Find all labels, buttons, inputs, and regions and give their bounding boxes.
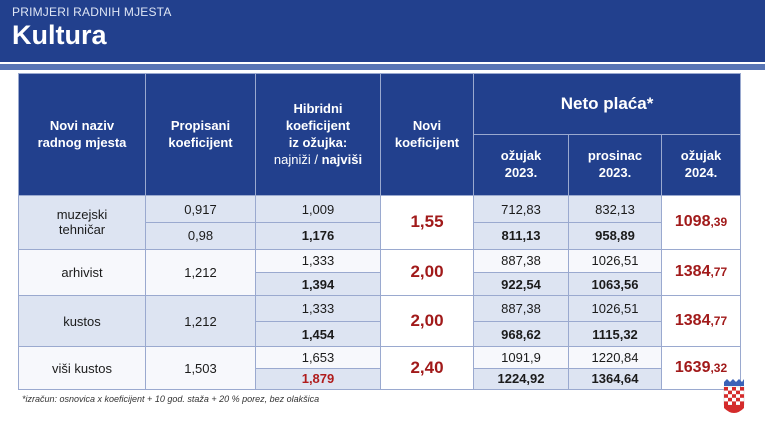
- row-hybrid-min: 1,009: [255, 195, 381, 223]
- row-mar-2024-int: 1098: [674, 213, 711, 231]
- row-hybrid-min: 1,653: [255, 346, 381, 369]
- col-header-hybrid-min: najniži /: [273, 151, 318, 167]
- page-title: Kultura: [12, 20, 107, 50]
- col-header-prescribed-line1: Propisani: [170, 117, 231, 133]
- row-name-line2: tehničar: [58, 222, 106, 238]
- table-row: 1,879 1224,92 1364,64: [19, 367, 741, 391]
- row-dec-2023-max: 1115,32: [568, 320, 662, 348]
- row-name: kustos: [18, 295, 146, 348]
- col-header-prescribed-line2: koeficijent: [168, 134, 233, 150]
- row-mar-2024-dec: ,39: [710, 215, 728, 230]
- table-row: kustos 1,212 1,333 2,00 887,38 1026,51 1…: [18, 295, 742, 348]
- table-row: arhivist 1,212 1,333 2,00 887,38 1026,51…: [18, 248, 742, 297]
- row-mar-2023-max: 811,13: [473, 221, 569, 250]
- row-hybrid-max: 1,454: [255, 320, 381, 348]
- row-name: muzejski tehničar: [18, 195, 146, 250]
- col-header-mar-2024: ožujak 2024.: [660, 133, 742, 197]
- row-mar-2024-dec: ,77: [710, 265, 728, 280]
- row-mar-2023-max: 922,54: [473, 271, 569, 297]
- row-prescribed: 0,917: [145, 195, 256, 223]
- row-mar-2024: 1384,77: [660, 295, 742, 348]
- row-hybrid-min: 1,333: [255, 295, 381, 322]
- row-mar-2024-dec: ,32: [710, 361, 728, 376]
- row-mar-2024: 1384,77: [660, 248, 742, 297]
- col-header-mar-2024-month: ožujak: [680, 148, 722, 164]
- table-row: viši kustos 1,503 1,653 2,40 1091,9 1220…: [18, 346, 742, 390]
- row-prescribed: 1,503: [145, 346, 256, 390]
- row-hybrid-max: 1,394: [255, 271, 381, 297]
- col-header-hybrid-line1: Hibridni: [293, 100, 343, 116]
- col-header-name-line1: Novi naziv: [49, 117, 115, 133]
- croatian-coat-of-arms-icon: [723, 379, 745, 413]
- col-header-mar-2024-year: 2024.: [684, 164, 718, 180]
- row-hybrid-max: 1,176: [255, 221, 381, 250]
- col-header-hybrid: Hibridni koeficijent iz ožujka: najniži …: [255, 72, 381, 197]
- col-header-prescribed: Propisani koeficijent: [145, 72, 256, 197]
- row-mar-2023-min: 887,38: [473, 295, 569, 322]
- row-prescribed: 1,212: [145, 295, 256, 348]
- row-mar-2023-max: 968,62: [473, 320, 569, 348]
- footnote: *izračun: osnovica x koeficijent + 10 go…: [22, 394, 320, 404]
- table-row: 0,98 1,176 811,13 958,89: [19, 221, 741, 250]
- supertitle: PRIMJERI RADNIH MJESTA: [12, 5, 172, 19]
- row-mar-2023-min: 887,38: [473, 248, 569, 273]
- col-header-new-line1: Novi: [412, 117, 442, 133]
- row-dec-2023-min: 1220,84: [568, 346, 662, 369]
- col-header-new: Novi koeficijent: [380, 72, 474, 197]
- col-header-new-line2: koeficijent: [394, 134, 460, 150]
- col-header-dec-2023: prosinac 2023.: [568, 133, 662, 197]
- col-header-mar-2023-year: 2023.: [504, 164, 538, 180]
- row-dec-2023-max: 1364,64: [568, 367, 662, 391]
- row-mar-2024-int: 1384: [674, 312, 711, 330]
- row-dec-2023-min: 832,13: [568, 195, 662, 223]
- row-hybrid-max: 1,879: [255, 367, 381, 391]
- header-divider: [0, 64, 765, 70]
- row-mar-2024-int: 1384: [674, 263, 711, 281]
- row-new-coef: 2,40: [380, 346, 474, 390]
- col-header-name: Novi naziv radnog mjesta: [18, 72, 146, 197]
- row-new-coef: 2,00: [380, 295, 474, 348]
- row-dec-2023-min: 1026,51: [568, 295, 662, 322]
- row-mar-2023-min: 1091,9: [473, 346, 569, 369]
- table-row: 1,394 922,54 1063,56: [19, 271, 741, 297]
- row-name: arhivist: [18, 248, 146, 297]
- row-name: viši kustos: [18, 346, 146, 390]
- row-new-coef: 1,55: [380, 195, 474, 250]
- row-name-line1: muzejski: [56, 207, 108, 223]
- table-row: 1,454 968,62 1115,32: [19, 320, 741, 348]
- col-header-dec-2023-month: prosinac: [587, 148, 643, 164]
- row-mar-2024-dec: ,77: [710, 314, 728, 329]
- row-new-coef: 2,00: [380, 248, 474, 297]
- row-mar-2024-int: 1639: [674, 359, 711, 377]
- col-header-hybrid-max: najviši: [321, 151, 363, 167]
- row-dec-2023-max: 958,89: [568, 221, 662, 250]
- row-hybrid-min: 1,333: [255, 248, 381, 273]
- salary-table: Novi naziv radnog mjesta Propisani koefi…: [18, 72, 742, 391]
- row-dec-2023-max: 1063,56: [568, 271, 662, 297]
- row-mar-2024: 1098,39: [660, 195, 742, 250]
- table-row: muzejski tehničar 0,917 1,009 1,55 712,8…: [18, 195, 742, 250]
- col-header-dec-2023-year: 2023.: [598, 164, 632, 180]
- row-prescribed: 1,212: [145, 248, 256, 297]
- col-header-name-line2: radnog mjesta: [37, 134, 127, 150]
- col-header-mar-2023-month: ožujak: [500, 148, 542, 164]
- row-dec-2023-min: 1026,51: [568, 248, 662, 273]
- col-header-net-pay: Neto plaća*: [472, 73, 742, 135]
- col-header-mar-2023: ožujak 2023.: [473, 133, 569, 197]
- header-band: PRIMJERI RADNIH MJESTA Kultura: [0, 0, 765, 62]
- row-prescribed-2: 0,98: [145, 221, 256, 250]
- col-header-hybrid-line3: iz ožujka:: [288, 134, 348, 150]
- row-mar-2023-min: 712,83: [473, 195, 569, 223]
- col-header-hybrid-line2: koeficijent: [285, 117, 351, 133]
- row-mar-2023-max: 1224,92: [473, 367, 569, 391]
